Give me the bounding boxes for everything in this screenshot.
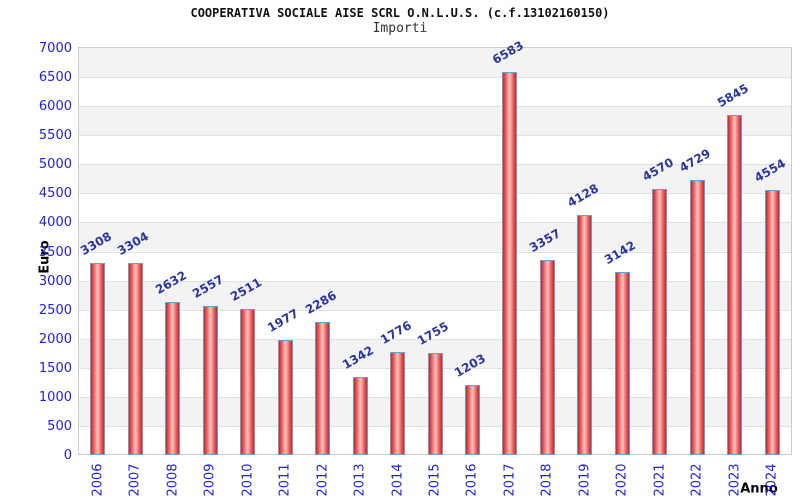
x-tick-label: 2016 xyxy=(464,463,480,497)
bar xyxy=(202,306,218,455)
gridline xyxy=(79,280,791,282)
plot-band xyxy=(79,280,791,310)
gridline xyxy=(79,338,791,340)
chart-subtitle: Importi xyxy=(372,21,428,36)
bar xyxy=(614,272,630,455)
chart-title: COOPERATIVA SOCIALE AISE SCRL O.N.L.U.S.… xyxy=(190,6,610,20)
x-tick-label: 2020 xyxy=(614,463,630,497)
y-tick-label: 1500 xyxy=(38,360,72,376)
gridline xyxy=(79,193,791,195)
bar xyxy=(427,352,443,455)
gridline xyxy=(79,309,791,311)
x-tick-label: 2019 xyxy=(577,463,593,497)
bar xyxy=(764,190,780,455)
gridline xyxy=(79,222,791,224)
x-tick-label: 2022 xyxy=(689,463,705,497)
y-tick-label: 6000 xyxy=(38,99,72,115)
y-tick-label: 3500 xyxy=(38,244,72,260)
y-tick-label: 5500 xyxy=(38,128,72,144)
y-tick-label: 1000 xyxy=(38,389,72,405)
x-tick-label: 2023 xyxy=(727,463,743,497)
bar xyxy=(277,340,293,455)
y-tick-label: 3000 xyxy=(38,273,72,289)
bar xyxy=(390,351,406,455)
x-tick-label: 2013 xyxy=(352,463,368,497)
bar xyxy=(127,262,143,455)
x-tick-label: 2006 xyxy=(90,463,106,497)
x-tick-label: 2018 xyxy=(539,463,555,497)
bar xyxy=(539,259,555,455)
x-tick-label: 2012 xyxy=(315,463,331,497)
x-tick-label: 2017 xyxy=(502,463,518,497)
x-tick-label: 2015 xyxy=(427,463,443,497)
gridline xyxy=(79,106,791,108)
bar xyxy=(352,376,368,455)
y-tick-label: 6500 xyxy=(38,70,72,86)
x-tick-label: 2021 xyxy=(652,463,668,497)
bar xyxy=(727,115,743,455)
y-tick-label: 5000 xyxy=(38,157,72,173)
bar xyxy=(90,262,106,455)
x-tick-label: 2009 xyxy=(202,463,218,497)
y-tick-label: 7000 xyxy=(38,41,72,56)
bar xyxy=(165,301,181,455)
plot-band xyxy=(79,222,791,252)
plot-band xyxy=(79,164,791,194)
bar xyxy=(502,72,518,455)
plot-band xyxy=(79,48,791,78)
bar xyxy=(315,322,331,455)
y-tick-label: 0 xyxy=(63,448,72,463)
y-tick-label: 2000 xyxy=(38,331,72,347)
gridline xyxy=(79,135,791,137)
bar xyxy=(652,189,668,455)
gridline xyxy=(79,164,791,166)
y-tick-label: 500 xyxy=(47,418,72,434)
bar xyxy=(240,309,256,455)
bar xyxy=(464,385,480,455)
x-tick-label: 2011 xyxy=(277,463,293,497)
x-tick-label: 2014 xyxy=(390,463,406,497)
y-tick-label: 4000 xyxy=(38,215,72,231)
bar xyxy=(689,180,705,455)
plot-band xyxy=(79,106,791,136)
y-tick-label: 2500 xyxy=(38,302,72,318)
gridline xyxy=(79,251,791,253)
x-tick-label: 2010 xyxy=(240,463,256,497)
gridline xyxy=(79,77,791,79)
x-tick-label: 2007 xyxy=(127,463,143,497)
bar xyxy=(577,214,593,455)
x-tick-label: 2008 xyxy=(165,463,181,497)
x-axis-title: Anno xyxy=(740,481,778,497)
y-tick-label: 4500 xyxy=(38,186,72,202)
x-tick-label: 2024 xyxy=(764,463,780,497)
